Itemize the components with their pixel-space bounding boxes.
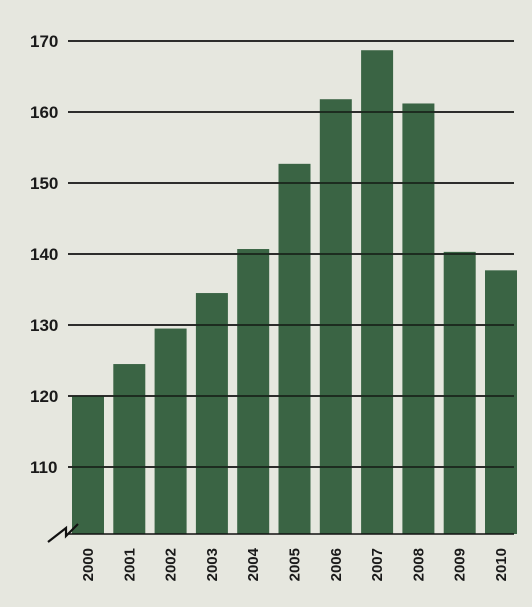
x-tick-label: 2010 bbox=[493, 548, 510, 581]
x-tick-label: 2001 bbox=[121, 548, 138, 581]
x-tick-label: 2007 bbox=[369, 548, 386, 581]
bar-2004 bbox=[237, 249, 270, 534]
bar-2006 bbox=[319, 99, 352, 534]
bar-2002 bbox=[154, 328, 187, 534]
x-tick-label: 2006 bbox=[328, 548, 345, 581]
y-tick-label: 160 bbox=[30, 103, 58, 122]
y-tick-label: 120 bbox=[30, 387, 58, 406]
x-tick-label: 2008 bbox=[410, 548, 427, 581]
x-tick-label: 2003 bbox=[204, 548, 221, 581]
x-tick-label: 2002 bbox=[163, 548, 180, 581]
x-tick-label: 2000 bbox=[80, 548, 97, 581]
x-tick-label: 2009 bbox=[452, 548, 469, 581]
y-tick-label: 150 bbox=[30, 174, 58, 193]
bars bbox=[72, 50, 517, 534]
y-tick-label: 110 bbox=[30, 458, 57, 477]
bar-2007 bbox=[361, 50, 394, 534]
bar-2005 bbox=[278, 163, 311, 534]
bar-2003 bbox=[195, 293, 228, 534]
bar-2001 bbox=[113, 364, 146, 534]
x-tick-label: 2005 bbox=[287, 548, 304, 581]
y-tick-label: 130 bbox=[30, 316, 58, 335]
axis-break-icon bbox=[47, 523, 79, 543]
gridlines-overlay bbox=[68, 40, 514, 535]
bar-2008 bbox=[402, 103, 435, 534]
y-tick-label: 170 bbox=[30, 32, 58, 51]
x-axis-tick-labels: 2000 2001 2002 2003 2004 2005 2006 2007 2008 2009… bbox=[80, 547, 510, 581]
bar-2010 bbox=[485, 270, 517, 534]
y-tick-label: 140 bbox=[30, 245, 58, 264]
y-axis-tick-labels: 170 160 150 140 130 120 110 bbox=[30, 32, 58, 477]
bar-2000 bbox=[72, 396, 104, 534]
bar-2009 bbox=[443, 251, 476, 534]
x-tick-label: 2004 bbox=[245, 547, 262, 581]
